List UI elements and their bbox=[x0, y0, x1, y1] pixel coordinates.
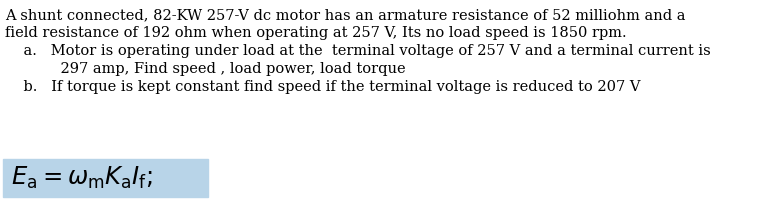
Text: a.   Motor is operating under load at the  terminal voltage of 257 V and a termi: a. Motor is operating under load at the … bbox=[5, 44, 711, 58]
FancyBboxPatch shape bbox=[3, 159, 208, 197]
Text: A shunt connected, 82-KW 257-V dc motor has an armature resistance of 52 millioh: A shunt connected, 82-KW 257-V dc motor … bbox=[5, 8, 686, 22]
Text: b.   If torque is kept constant find speed if the terminal voltage is reduced to: b. If torque is kept constant find speed… bbox=[5, 80, 640, 94]
Text: field resistance of 192 ohm when operating at 257 V, Its no load speed is 1850 r: field resistance of 192 ohm when operati… bbox=[5, 26, 626, 40]
Text: $E_\mathrm{a} = \omega_\mathrm{m} K_\mathrm{a} I_\mathrm{f}$;: $E_\mathrm{a} = \omega_\mathrm{m} K_\mat… bbox=[11, 165, 153, 191]
Text: 297 amp, Find speed , load power, load torque: 297 amp, Find speed , load power, load t… bbox=[5, 62, 406, 76]
